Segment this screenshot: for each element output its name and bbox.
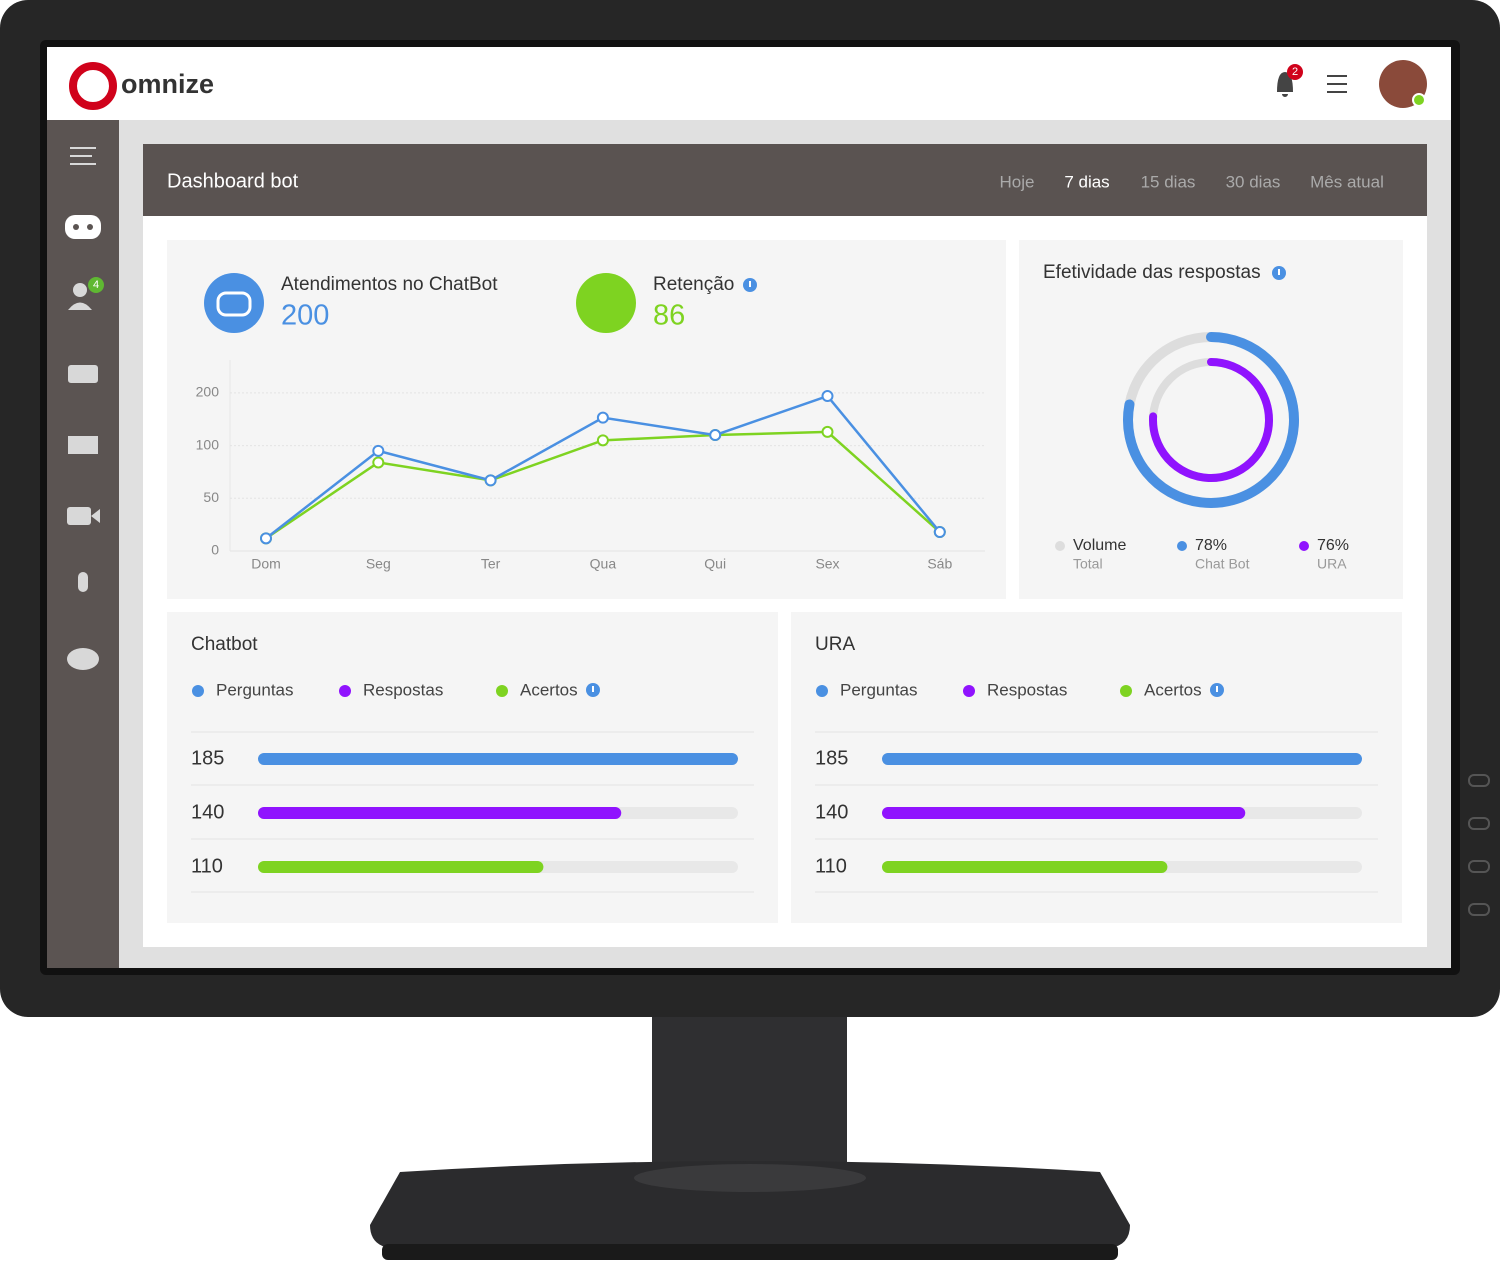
bar-panel <box>791 612 1402 923</box>
bar <box>882 807 1246 819</box>
dashboard-header <box>143 144 1427 216</box>
ring-arc <box>1123 332 1299 508</box>
point <box>372 444 385 457</box>
bar <box>882 753 1362 765</box>
x-tick-label: Qui <box>704 556 726 572</box>
legend-dot <box>963 685 975 697</box>
legend-label: Respostas <box>363 680 443 699</box>
y-tick-label: 50 <box>203 489 219 505</box>
bar <box>882 861 1168 873</box>
notification-count: 2 <box>1292 66 1298 78</box>
notification-badge <box>1287 64 1303 80</box>
point <box>596 434 609 447</box>
point <box>709 429 722 442</box>
period-tab[interactable]: Mês atual <box>1310 172 1384 191</box>
ring-arc <box>1149 358 1273 482</box>
kpi-value: 200 <box>281 300 329 332</box>
legend-label: Perguntas <box>840 680 918 699</box>
point <box>821 425 834 438</box>
bar <box>258 753 738 765</box>
kpi-value: 86 <box>653 300 685 332</box>
legend-caption: Chat Bot <box>1195 556 1250 572</box>
top-bar <box>47 47 1451 120</box>
legend-caption: Total <box>1073 556 1103 572</box>
kpi-icon <box>204 273 264 333</box>
kpi-icon <box>576 273 636 333</box>
info-icon-mark <box>1216 686 1218 692</box>
period-tab[interactable]: Hoje <box>1000 172 1035 191</box>
x-tick-label: Dom <box>251 556 281 572</box>
legend-label: Respostas <box>987 680 1067 699</box>
sidebar-badge-dot <box>88 277 104 293</box>
donut-title: Efetividade das respostas <box>1043 262 1261 283</box>
info-icon-mark <box>749 281 751 287</box>
legend-dot <box>1177 541 1187 551</box>
legend-dot <box>816 685 828 697</box>
point <box>821 390 834 403</box>
period-tab[interactable]: 30 dias <box>1226 172 1281 191</box>
bar-panel <box>167 612 778 923</box>
legend-label: Acertos <box>520 680 578 699</box>
panel-title: Chatbot <box>191 634 258 655</box>
legend-label: Volume <box>1073 537 1126 554</box>
legend-label: Perguntas <box>216 680 294 699</box>
point <box>484 474 497 487</box>
x-tick-label: Sáb <box>927 556 952 572</box>
sidebar-icons[interactable] <box>65 147 101 670</box>
stand-base <box>370 1161 1130 1248</box>
dashboard-title: Dashboard bot <box>167 170 299 192</box>
point <box>260 532 272 545</box>
x-tick-label: Sex <box>815 556 839 572</box>
legend-dot <box>192 685 204 697</box>
stand-joint <box>634 1164 866 1192</box>
x-tick-label: Ter <box>481 556 501 572</box>
x-tick-label: Qua <box>590 556 617 572</box>
y-tick-label: 0 <box>211 542 219 558</box>
point <box>372 456 385 469</box>
bar-value: 140 <box>815 801 848 823</box>
y-tick-label: 200 <box>196 384 220 400</box>
period-tab[interactable]: 15 dias <box>1141 172 1196 191</box>
legend-dot <box>1299 541 1309 551</box>
bar-value: 140 <box>191 801 224 823</box>
bar-value: 185 <box>815 747 848 769</box>
donut-panel <box>1019 240 1403 599</box>
point <box>933 526 946 539</box>
kpi-label: Atendimentos no ChatBot <box>281 274 498 295</box>
point <box>596 411 609 424</box>
info-icon-mark <box>1278 269 1280 275</box>
sidebar <box>47 120 119 968</box>
kpi-label: Retenção <box>653 274 734 295</box>
legend-caption: URA <box>1317 556 1347 572</box>
panel-title: URA <box>815 634 855 655</box>
legend-dot <box>1055 541 1065 551</box>
x-tick-label: Seg <box>366 556 391 572</box>
legend-dot <box>1120 685 1132 697</box>
period-tab[interactable]: 7 dias <box>1064 172 1109 191</box>
bar-value: 185 <box>191 747 224 769</box>
settings-icon[interactable] <box>1327 75 1347 93</box>
bar-value: 110 <box>191 855 223 877</box>
bar-value: 110 <box>815 855 847 877</box>
info-icon-mark <box>592 686 594 692</box>
robot-icon <box>216 291 252 317</box>
y-tick-label: 100 <box>196 436 220 452</box>
stand-foot <box>382 1244 1118 1260</box>
monitor-buttons <box>1468 774 1490 916</box>
online-dot <box>1412 93 1426 107</box>
bar <box>258 807 622 819</box>
legend-dot <box>339 685 351 697</box>
legend-label: Acertos <box>1144 680 1202 699</box>
bell-icon[interactable] <box>1277 72 1293 97</box>
legend-label: 78% <box>1195 537 1227 554</box>
legend-label: 76% <box>1317 537 1349 554</box>
legend-dot <box>496 685 508 697</box>
brand: omnize <box>121 69 214 99</box>
stand-neck <box>652 1017 847 1187</box>
bar <box>258 861 544 873</box>
logo-mark <box>69 62 117 110</box>
sidebar-badge: 4 <box>93 279 99 291</box>
